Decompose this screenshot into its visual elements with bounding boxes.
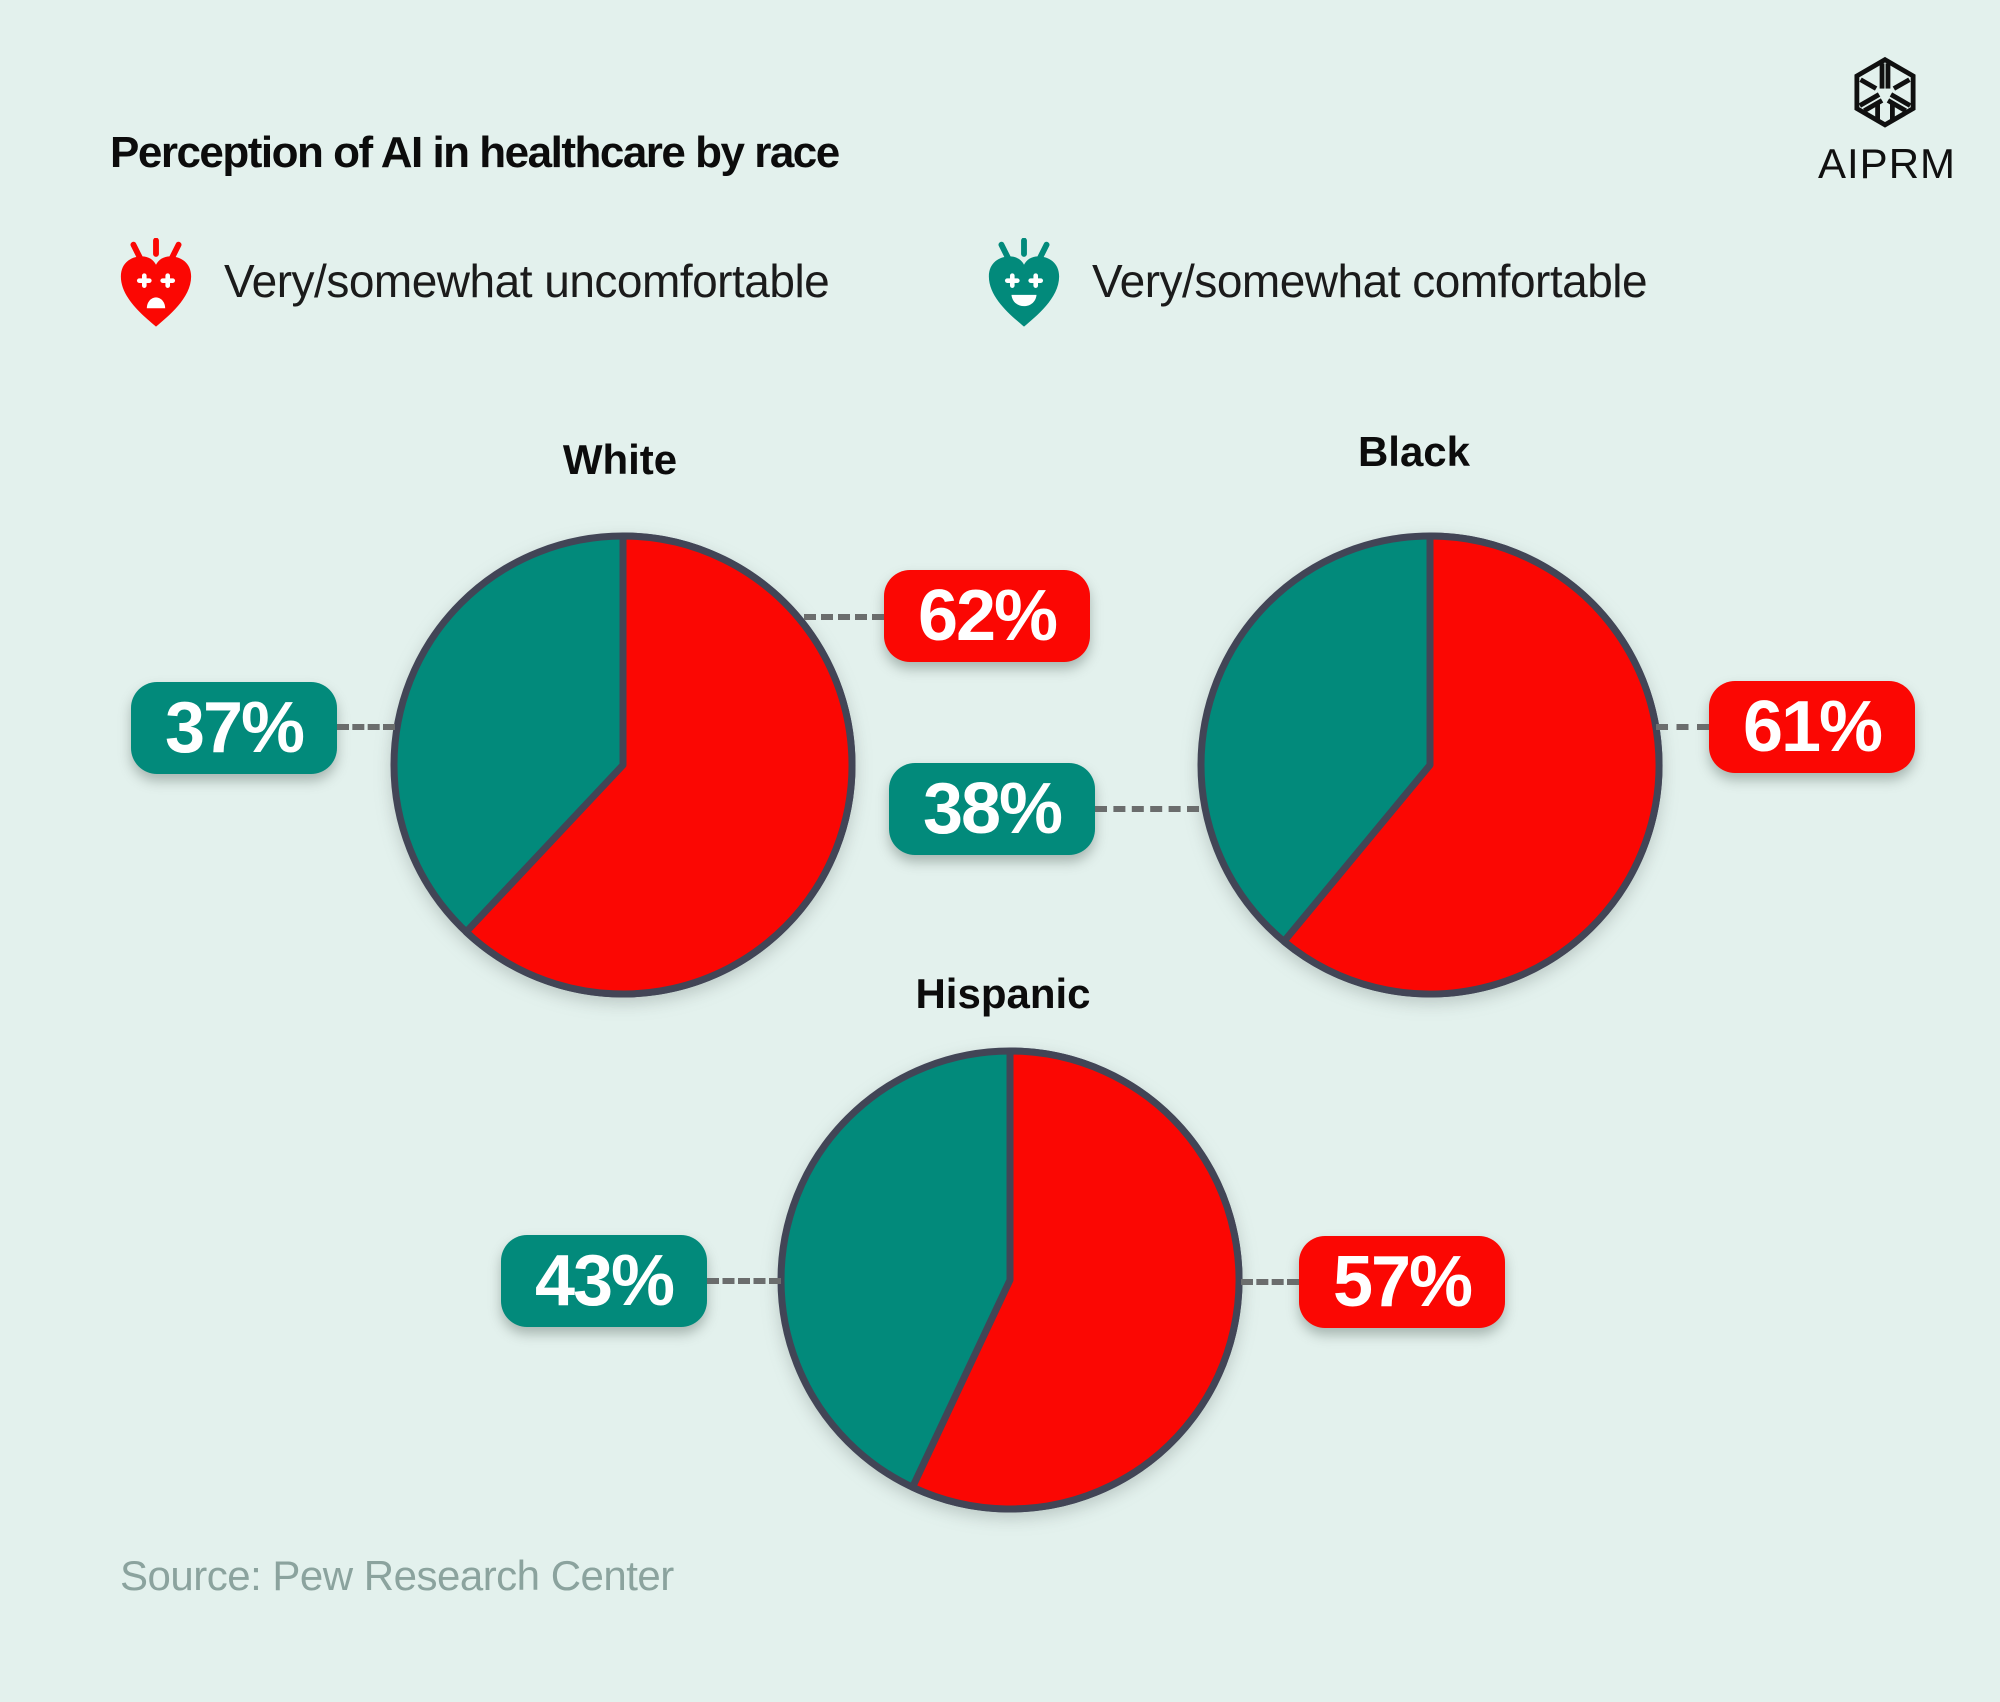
- pie-title-hispanic: Hispanic: [915, 970, 1091, 1017]
- value-badge-black-uncomfortable: 61%: [1709, 681, 1915, 773]
- aiprm-hexagon-icon: [1854, 56, 1916, 128]
- connector-black-uncomfortable: [1656, 724, 1709, 730]
- value-badge-hispanic-uncomfortable: 57%: [1299, 1236, 1505, 1328]
- connector-hispanic-uncomfortable: [1241, 1279, 1299, 1285]
- value-badge-hispanic-comfortable: 43%: [501, 1235, 707, 1327]
- value-badge-white-uncomfortable: 62%: [884, 570, 1090, 662]
- connector-white-uncomfortable: [804, 614, 884, 620]
- aiprm-logo: AIPRM: [1818, 56, 1957, 188]
- legend-label-comfortable: Very/somewhat comfortable: [1092, 255, 1648, 307]
- legend-label-uncomfortable: Very/somewhat uncomfortable: [224, 255, 830, 307]
- pie-chart-hispanic: [777, 1047, 1243, 1513]
- legend-item-uncomfortable: Very/somewhat uncomfortable: [114, 238, 830, 330]
- page-title: Perception of AI in healthcare by race: [110, 128, 840, 177]
- legend-item-comfortable: Very/somewhat comfortable: [982, 238, 1648, 330]
- pie-title-black: Black: [1357, 428, 1471, 475]
- aiprm-brand-text: AIPRM: [1818, 140, 1957, 187]
- connector-hispanic-comfortable: [707, 1278, 781, 1284]
- uncomfortable-heart-icon: [120, 238, 192, 327]
- pie-chart-white: [390, 532, 856, 998]
- pie-slice-uncomfortable: [909, 1047, 1243, 1513]
- connector-white-comfortable: [337, 724, 395, 730]
- pie-title-white: White: [562, 436, 678, 483]
- value-badge-white-comfortable: 37%: [131, 682, 337, 774]
- source-note: Source: Pew Research Center: [120, 1552, 674, 1599]
- value-badge-black-comfortable: 38%: [889, 763, 1095, 855]
- pie-chart-black: [1197, 532, 1663, 998]
- connector-black-comfortable: [1095, 806, 1199, 812]
- pie-slice-uncomfortable: [462, 532, 856, 998]
- pie-slice-uncomfortable: [1280, 532, 1663, 998]
- comfortable-heart-icon: [988, 238, 1060, 327]
